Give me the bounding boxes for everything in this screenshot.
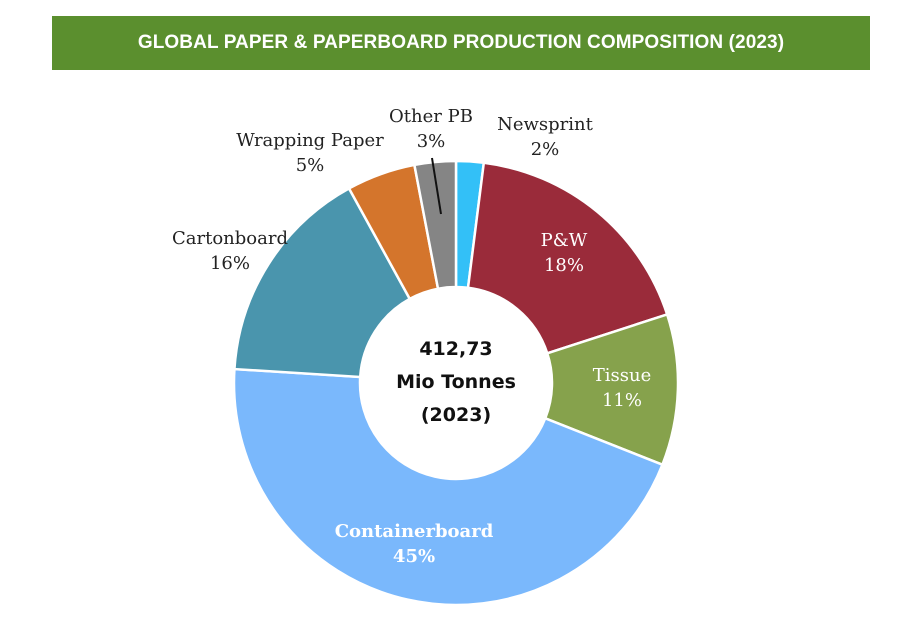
slice-value-other-pb: 3% — [417, 131, 446, 152]
slice-label-tissue: Tissue — [593, 365, 651, 386]
slice-label-newsprint: Newsprint — [497, 114, 594, 135]
title-banner: GLOBAL PAPER & PAPERBOARD PRODUCTION COM… — [52, 16, 870, 70]
slice-value-p-w: 18% — [544, 255, 584, 276]
donut-slices — [232, 159, 680, 607]
slice-other-pb — [412, 159, 458, 291]
slice-containerboard — [232, 367, 665, 607]
slice-label-wrapping-paper: Wrapping Paper — [236, 130, 384, 151]
slice-label-p-w: P&W — [541, 230, 588, 251]
center-label: 412,73 Mio Tonnes (2023) — [396, 338, 516, 426]
chart-title: GLOBAL PAPER & PAPERBOARD PRODUCTION COM… — [137, 32, 785, 53]
center-text-line-1: 412,73 — [419, 338, 492, 360]
slice-value-containerboard: 45% — [393, 546, 435, 567]
slice-cartonboard — [233, 186, 412, 379]
slice-value-newsprint: 2% — [531, 139, 560, 160]
slice-label-other-pb: Other PB — [389, 106, 473, 127]
leader-lines — [431, 157, 442, 215]
slice-value-tissue: 11% — [602, 390, 642, 411]
slice-labels: Newsprint 2% P&W 18% Tissue 11% Containerboard… — [172, 106, 651, 567]
slice-p-w — [466, 161, 669, 355]
slice-label-containerboard: Containerboard — [335, 521, 494, 542]
leader-line-other-pb — [431, 157, 442, 215]
center-text-line-3: (2023) — [421, 404, 491, 426]
slice-label-cartonboard: Cartonboard — [172, 228, 288, 249]
slice-value-wrapping-paper: 5% — [296, 155, 325, 176]
slice-value-cartonboard: 16% — [210, 253, 250, 274]
center-text-line-2: Mio Tonnes — [396, 371, 516, 393]
